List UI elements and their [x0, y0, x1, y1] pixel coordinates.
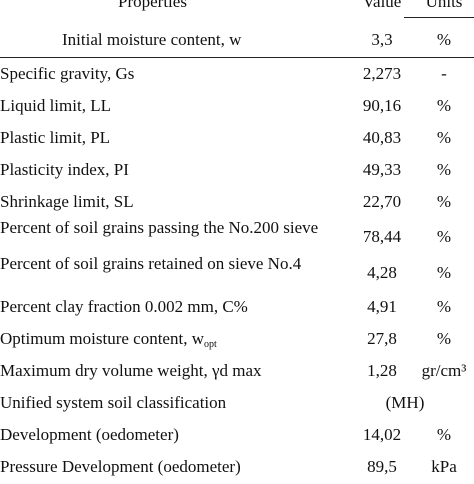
- property-cell: Percent of soil grains retained on sieve…: [0, 254, 302, 273]
- property-cell: Unified system soil classification: [0, 393, 227, 412]
- table-row: Plasticity index, PI 49,33 %: [0, 161, 474, 187]
- property-cell: Plastic limit, PL: [0, 128, 111, 147]
- value-cell: 2,273: [362, 64, 402, 83]
- table-row: Shrinkage limit, SL 22,70 %: [0, 193, 474, 219]
- unit-cell: %: [436, 297, 452, 316]
- table-row: Unified system soil classification (MH): [0, 394, 474, 420]
- unit-cell: %: [436, 425, 452, 444]
- header-bottom-rule: [0, 57, 474, 58]
- value-cell: 4,91: [367, 297, 397, 316]
- property-cell: Initial moisture content, w: [62, 30, 242, 49]
- property-cell: Shrinkage limit, SL: [0, 192, 134, 211]
- table-row: Percent of soil grains passing the No.20…: [0, 219, 474, 255]
- unit-cell: gr/cm³: [421, 361, 467, 380]
- header-properties: Properties: [118, 0, 187, 11]
- property-cell: Pressure Development (oedometer): [0, 457, 241, 476]
- table-header: Properties Value Units: [0, 0, 474, 23]
- table-row: Plastic limit, PL 40,83 %: [0, 129, 474, 155]
- value-cell: 49,33: [362, 160, 402, 179]
- table-row: Maximum dry volume weight, γd max 1,28 g…: [0, 362, 474, 388]
- table-row: Percent clay fraction 0.002 mm, C% 4,91 …: [0, 298, 474, 324]
- property-cell: Specific gravity, Gs: [0, 64, 135, 83]
- property-subscript: opt: [203, 339, 217, 350]
- property-main-text: Optimum moisture content, w: [0, 329, 204, 348]
- value-cell: 90,16: [362, 96, 402, 115]
- value-cell: 27,8: [367, 329, 397, 348]
- table-row: Development (oedometer) 14,02 %: [0, 426, 474, 452]
- value-cell: 14,02: [362, 425, 402, 444]
- unit-cell: %: [436, 329, 452, 348]
- table-row: Specific gravity, Gs 2,273 -: [0, 65, 474, 91]
- table-row: Optimum moisture content, wopt 27,8 %: [0, 330, 474, 356]
- property-cell: Percent clay fraction 0.002 mm, C%: [0, 297, 248, 316]
- property-cell: Maximum dry volume weight, γd max: [0, 361, 262, 380]
- property-cell: Percent of soil grains passing the No.20…: [0, 218, 319, 237]
- unit-cell: kPa: [431, 457, 457, 476]
- unit-cell: %: [436, 30, 452, 49]
- unit-cell: %: [436, 160, 452, 179]
- value-cell: 22,70: [362, 192, 402, 211]
- value-cell: 3,3: [371, 30, 393, 49]
- property-cell: Optimum moisture content, wopt: [0, 329, 330, 350]
- value-cell: 1,28: [367, 361, 397, 380]
- unit-cell: %: [436, 128, 452, 147]
- table-row: Liquid limit, LL 90,16 %: [0, 97, 474, 123]
- header-value: Value: [362, 0, 402, 11]
- table-row: Pressure Development (oedometer) 89,5 kP…: [0, 458, 474, 484]
- header-units: Units: [425, 0, 463, 11]
- unit-cell: %: [436, 192, 452, 211]
- value-unit-cell: (MH): [385, 393, 425, 412]
- unit-cell: %: [436, 263, 452, 282]
- unit-cell: -: [441, 64, 447, 83]
- table-row: Percent of soil grains retained on sieve…: [0, 255, 474, 291]
- property-cell: Development (oedometer): [0, 425, 179, 444]
- value-cell: 40,83: [362, 128, 402, 147]
- unit-cell: %: [436, 227, 452, 246]
- property-cell: Plasticity index, PI: [0, 160, 129, 179]
- value-cell: 89,5: [367, 457, 397, 476]
- unit-cell: %: [436, 96, 452, 115]
- value-cell: 4,28: [367, 263, 397, 282]
- value-cell: 78,44: [362, 227, 402, 246]
- header-units-rule: [404, 17, 474, 18]
- property-cell: Liquid limit, LL: [0, 96, 111, 115]
- table-row: Initial moisture content, w 3,3 %: [0, 31, 474, 57]
